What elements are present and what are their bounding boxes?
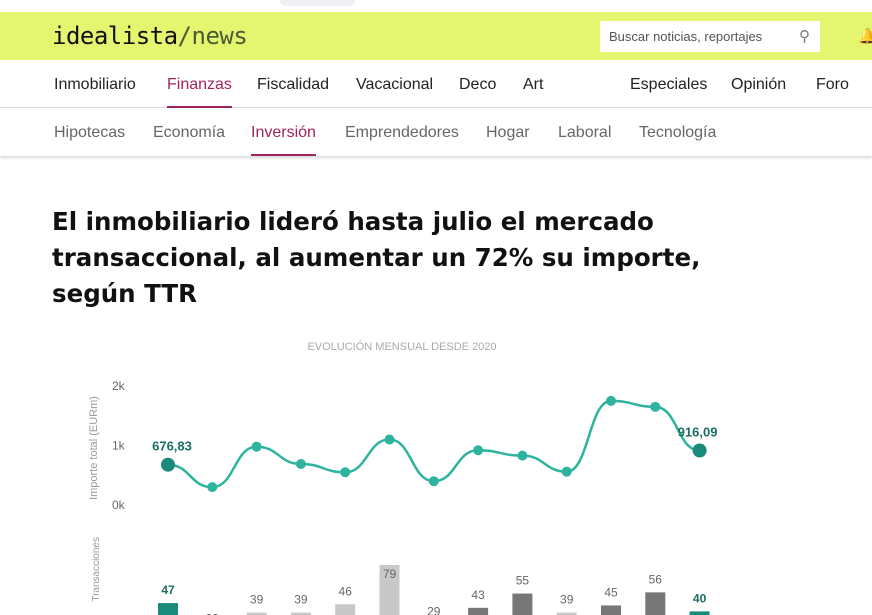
data-point (606, 395, 616, 406)
bar-label: 23 (206, 612, 220, 615)
bar (645, 592, 666, 615)
bar-label: 43 (471, 588, 485, 602)
nav-item[interactable]: Deco (459, 76, 497, 93)
chart: EVOLUCIÓN MENSUAL DESDE 2020 Importe tota… (88, 340, 718, 615)
logo-sub: news (191, 22, 248, 50)
data-point (692, 443, 707, 458)
data-point (473, 445, 484, 456)
subnav-item[interactable]: Economía (153, 124, 226, 141)
browser-top-strip (0, 0, 872, 12)
search-icon[interactable]: ⚲ (799, 28, 810, 45)
bar-label: 39 (560, 593, 574, 607)
search-input[interactable]: Buscar noticias, reportajes ⚲ (600, 21, 820, 52)
data-point (428, 476, 439, 487)
data-point (295, 458, 306, 469)
data-point (517, 450, 528, 461)
bar (158, 603, 178, 615)
bar-label: 45 (604, 585, 618, 599)
nav-item[interactable]: Foro (816, 76, 849, 93)
subnav-item[interactable]: Emprendedores (345, 124, 459, 141)
y-axis-label: Importe total (EURm) (88, 396, 100, 500)
bar-label: 47 (161, 583, 175, 597)
bar (290, 612, 311, 615)
subnav-item[interactable]: Hipotecas (54, 124, 126, 141)
bar-label: 39 (294, 593, 308, 607)
subnav-item[interactable]: Hogar (486, 124, 530, 141)
nav-item[interactable]: Vacacional (356, 76, 434, 93)
data-point (161, 457, 175, 472)
article-title: El inmobiliario lideró hasta julio el me… (52, 207, 701, 308)
data-point (384, 434, 395, 445)
data-point (561, 466, 572, 477)
data-label: 916,09 (678, 424, 718, 439)
bell-icon[interactable]: 🔔 (858, 28, 872, 45)
bar-label: 79 (383, 567, 397, 581)
bar-axis-label: Transacciones (91, 537, 102, 602)
tab-pill (280, 0, 355, 6)
data-point (251, 441, 262, 452)
nav-item[interactable]: Art (523, 76, 544, 93)
logo-sep: / (177, 22, 192, 50)
site-header: idealista/news Buscar noticias, reportaj… (0, 12, 872, 60)
bar (246, 612, 267, 615)
search-placeholder: Buscar noticias, reportajes (609, 29, 763, 44)
nav-item[interactable]: Especiales (630, 76, 708, 93)
logo[interactable]: idealista/news (52, 22, 248, 50)
bar (556, 612, 577, 615)
nav-item[interactable]: Inmobiliario (54, 76, 136, 93)
data-point (340, 467, 351, 478)
nav-item[interactable]: Finanzas (167, 76, 232, 108)
bar (379, 564, 400, 615)
y-tick-label: 0k (112, 498, 126, 512)
subnav-item[interactable]: Tecnología (639, 124, 717, 141)
nav-item[interactable]: Opinión (731, 76, 787, 93)
sub-nav: Hipotecas Economía Inversión Emprendedores H… (0, 108, 872, 156)
bar-label: 46 (339, 584, 353, 598)
subnav-item[interactable]: Laboral (558, 124, 612, 141)
logo-main: idealista (52, 22, 178, 50)
nav-item[interactable]: Fiscalidad (257, 76, 330, 93)
bar-label: 56 (649, 572, 663, 586)
bar (512, 593, 533, 615)
y-tick-label: 2k (112, 379, 126, 393)
main-nav: Inmobiliario Finanzas Fiscalidad Vacacional… (0, 60, 872, 108)
data-point (650, 401, 661, 412)
bar (601, 605, 621, 615)
bar-label: 39 (250, 593, 264, 607)
bar-label: 29 (427, 604, 441, 615)
bar (335, 604, 356, 615)
bar-label: 40 (693, 591, 707, 605)
y-tick-label: 1k (112, 439, 126, 453)
bar (468, 607, 489, 615)
series-line (167, 399, 700, 489)
chart-title: EVOLUCIÓN MENSUAL DESDE 2020 (307, 340, 496, 353)
bar-label: 55 (516, 574, 530, 588)
data-point (207, 482, 218, 493)
data-label: 676,83 (152, 439, 192, 454)
subnav-item[interactable]: Inversión (251, 124, 316, 156)
bar (689, 611, 710, 615)
